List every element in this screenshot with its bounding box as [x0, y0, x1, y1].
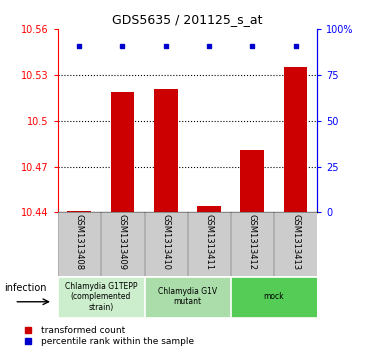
- Bar: [188, 212, 230, 276]
- Title: GDS5635 / 201125_s_at: GDS5635 / 201125_s_at: [112, 13, 263, 26]
- Text: GSM1313411: GSM1313411: [204, 214, 213, 270]
- Bar: [58, 277, 144, 317]
- Bar: [197, 206, 221, 212]
- Bar: [275, 212, 317, 276]
- Text: Chlamydia G1V
mutant: Chlamydia G1V mutant: [158, 287, 217, 306]
- Bar: [111, 92, 134, 212]
- Bar: [58, 212, 100, 276]
- Text: Chlamydia G1TEPP
(complemented
strain): Chlamydia G1TEPP (complemented strain): [65, 282, 137, 312]
- Text: GSM1313413: GSM1313413: [291, 214, 300, 270]
- Bar: [101, 212, 144, 276]
- Bar: [154, 89, 178, 212]
- Text: mock: mock: [264, 292, 284, 301]
- Text: GSM1313412: GSM1313412: [248, 214, 257, 270]
- Text: GSM1313410: GSM1313410: [161, 214, 170, 270]
- Legend: transformed count, percentile rank within the sample: transformed count, percentile rank withi…: [19, 326, 194, 346]
- Bar: [284, 67, 308, 212]
- Bar: [145, 277, 230, 317]
- Bar: [240, 150, 264, 212]
- Text: GSM1313408: GSM1313408: [75, 214, 83, 270]
- Bar: [145, 212, 187, 276]
- Bar: [231, 212, 273, 276]
- Bar: [67, 211, 91, 212]
- Text: infection: infection: [4, 282, 47, 293]
- Text: GSM1313409: GSM1313409: [118, 214, 127, 270]
- Bar: [231, 277, 317, 317]
